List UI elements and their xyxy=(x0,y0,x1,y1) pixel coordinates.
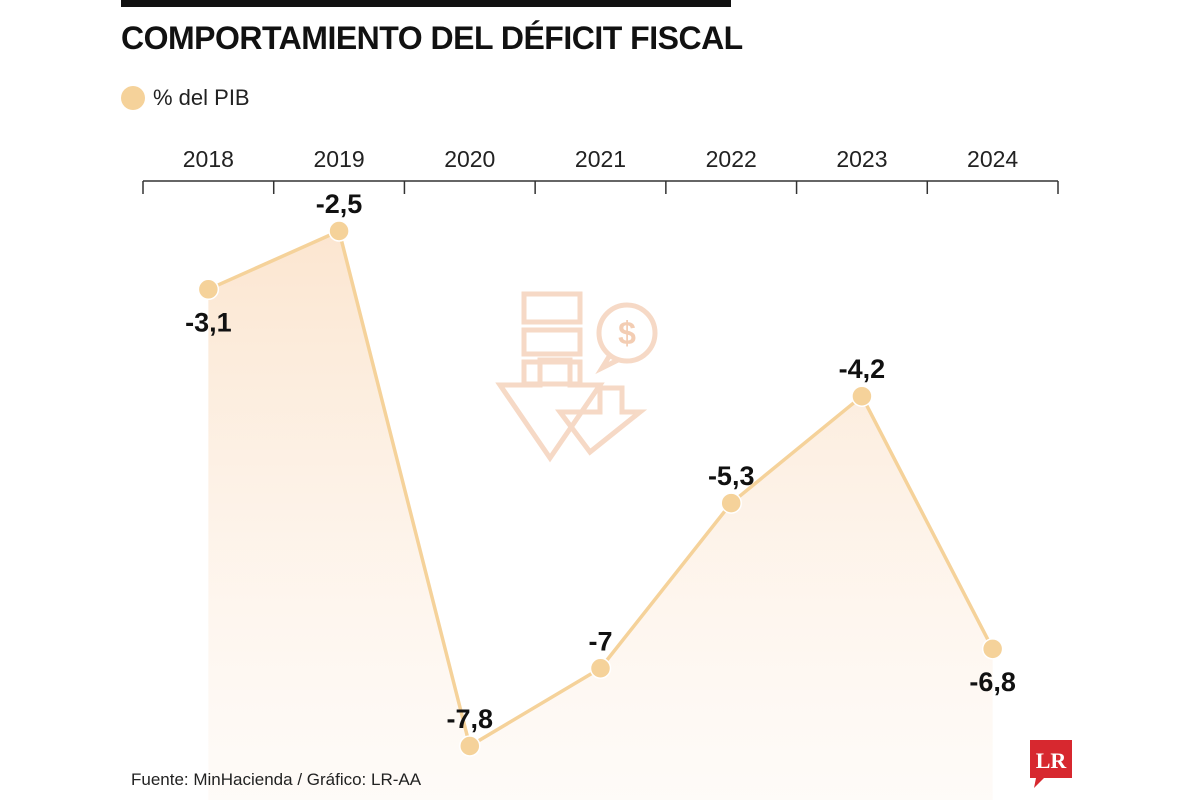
data-label: -3,1 xyxy=(185,307,232,337)
x-tick-label: 2020 xyxy=(444,146,495,172)
x-tick-label: 2022 xyxy=(706,146,757,172)
data-points xyxy=(197,220,1004,757)
x-axis: 2018 2019 2020 2021 2022 2023 2024 xyxy=(142,146,1059,194)
data-point xyxy=(197,278,220,301)
x-tick-label: 2018 xyxy=(183,146,234,172)
chart-title: COMPORTAMIENTO DEL DÉFICIT FISCAL xyxy=(121,20,743,56)
deficit-watermark-icon xyxy=(495,291,658,463)
data-point xyxy=(981,638,1004,660)
data-point xyxy=(720,492,742,514)
lr-logo-badge xyxy=(1030,740,1072,788)
data-label: -7 xyxy=(588,626,612,656)
x-tick-label: 2024 xyxy=(967,146,1018,172)
x-tick-label: 2021 xyxy=(575,146,626,172)
legend: % del PIB xyxy=(121,84,250,112)
top-rule xyxy=(121,0,731,7)
data-point xyxy=(851,385,873,407)
series-area xyxy=(208,231,993,800)
dollar-sign-icon: $ xyxy=(618,315,636,351)
lr-logo: LR xyxy=(1030,740,1072,788)
legend-label: % del PIB xyxy=(153,85,250,110)
x-tick-label: 2023 xyxy=(836,146,887,172)
legend-swatch xyxy=(121,86,145,110)
data-point xyxy=(459,735,481,757)
data-label: -4,2 xyxy=(839,354,886,384)
x-tick-label: 2019 xyxy=(313,146,364,172)
data-point xyxy=(589,657,612,680)
area-fill xyxy=(208,231,993,800)
data-labels: -3,1 -2,5 -7,8 -7 -5,3 -4,2 -6,8 xyxy=(185,189,1016,734)
source-note: Fuente: MinHacienda / Gráfico: LR-AA xyxy=(131,770,422,789)
data-label: -2,5 xyxy=(316,189,363,219)
data-label: -7,8 xyxy=(447,704,494,734)
data-label: -6,8 xyxy=(969,667,1016,697)
data-point xyxy=(328,220,350,242)
lr-logo-text: LR xyxy=(1036,748,1068,773)
data-label: -5,3 xyxy=(708,461,755,491)
